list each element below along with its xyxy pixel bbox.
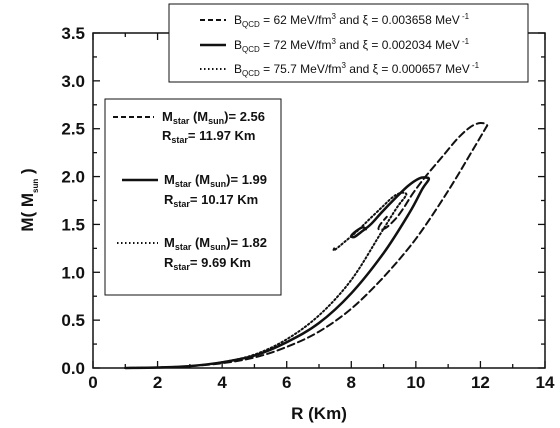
y-tick-label: 1.5 bbox=[61, 215, 85, 234]
x-tick-label: 4 bbox=[217, 373, 227, 392]
y-tick-label: 2.5 bbox=[61, 120, 85, 139]
x-tick-label: 2 bbox=[153, 373, 162, 392]
annotation-frame bbox=[104, 98, 282, 296]
x-tick-label: 0 bbox=[88, 373, 97, 392]
series-line-solid bbox=[124, 176, 431, 370]
annotation-mass-2: Mstar (Msun)= 1.99 bbox=[164, 172, 267, 189]
legend: BQCD = 62 MeV/fm3 and ξ = 0.003658 MeV -… bbox=[168, 3, 529, 83]
annotation-mass-1: Mstar (Msun)= 2.56 bbox=[162, 109, 265, 126]
x-tick-label: 12 bbox=[471, 373, 490, 392]
series-line-dotted bbox=[124, 191, 408, 369]
legend-box bbox=[168, 3, 529, 83]
series-curves bbox=[124, 121, 489, 370]
y-tick-label: 2.0 bbox=[61, 168, 85, 187]
tick-labels: 0 2 4 6 8 10 12 14 0.0 0.5 1.0 1.5 2.0 2.5 3.0 3.5 bbox=[61, 24, 555, 392]
y-tick-label: 0.0 bbox=[61, 359, 85, 378]
x-tick-label: 8 bbox=[347, 373, 356, 392]
y-tick-label: 1.0 bbox=[61, 263, 85, 282]
x-tick-label: 6 bbox=[282, 373, 291, 392]
legend-entry-3: BQCD = 75.7 MeV/fm3 and ξ = 0.000657 MeV… bbox=[234, 61, 480, 78]
legend-entry-1: BQCD = 62 MeV/fm3 and ξ = 0.003658 MeV -… bbox=[234, 12, 470, 29]
annotation-radius-3: Rstar= 9.69 Km bbox=[164, 255, 251, 272]
y-tick-label: 0.5 bbox=[61, 311, 85, 330]
y-tick-label: 3.0 bbox=[61, 72, 85, 91]
x-tick-label: 14 bbox=[536, 373, 555, 392]
series-line-dashed bbox=[124, 121, 489, 369]
annotation-radius-2: Rstar= 10.17 Km bbox=[164, 192, 258, 209]
x-axis-title: R (Km) bbox=[291, 404, 347, 423]
legend-entry-2: BQCD = 72 MeV/fm3 and ξ = 0.002034 MeV -… bbox=[234, 37, 470, 54]
y-tick-label: 3.5 bbox=[61, 24, 85, 43]
annotation-radius-1: Rstar= 11.97 Km bbox=[162, 128, 255, 145]
y-axis-title: M( Msun ) bbox=[18, 168, 40, 231]
annotation-box: Mstar (Msun)= 2.56 Rstar= 11.97 Km Mstar… bbox=[104, 98, 282, 296]
annotation-mass-3: Mstar (Msun)= 1.82 bbox=[164, 235, 267, 252]
x-tick-label: 10 bbox=[406, 373, 425, 392]
